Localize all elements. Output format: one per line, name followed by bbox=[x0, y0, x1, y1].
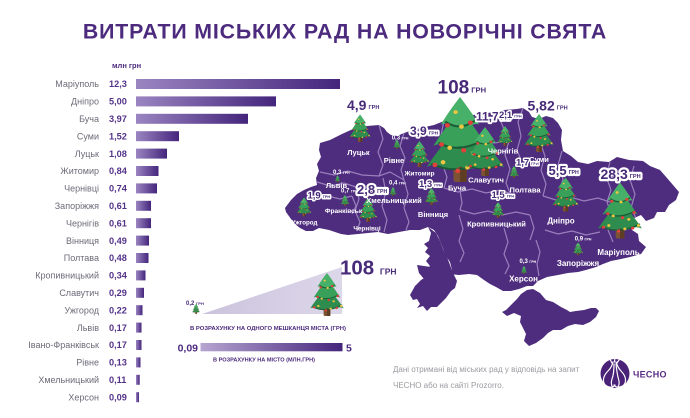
svg-text:Рівне: Рівне bbox=[76, 358, 99, 368]
svg-text:0,48: 0,48 bbox=[109, 253, 127, 263]
svg-text:Херсон: Херсон bbox=[68, 392, 99, 402]
svg-text:Івано-Франківськ: Івано-Франківськ bbox=[28, 340, 99, 350]
svg-text:ВИТРАТИ МІСЬКИХ РАД НА НОВОРІЧ: ВИТРАТИ МІСЬКИХ РАД НА НОВОРІЧНІ СВЯТА bbox=[83, 19, 607, 43]
svg-text:Рівне: Рівне bbox=[384, 156, 404, 165]
svg-text:Запоріжжя: Запоріжжя bbox=[55, 201, 99, 211]
svg-text:млн грн: млн грн bbox=[112, 61, 141, 70]
svg-text:Чернігів: Чернігів bbox=[488, 147, 519, 156]
svg-text:ЧЕСНО або на сайті Prozorro.: ЧЕСНО або на сайті Prozorro. bbox=[393, 381, 504, 390]
svg-text:0,74: 0,74 bbox=[109, 184, 128, 194]
svg-text:Луцьк: Луцьк bbox=[75, 149, 99, 159]
svg-text:Дніпро: Дніпро bbox=[71, 97, 99, 107]
svg-text:1,52: 1,52 bbox=[109, 131, 127, 141]
svg-text:Маріуполь: Маріуполь bbox=[597, 248, 639, 257]
svg-text:Славутич: Славутич bbox=[59, 288, 99, 298]
svg-text:Дані отримані від міських рад: Дані отримані від міських рад у відповід… bbox=[393, 365, 580, 374]
svg-text:Буча: Буча bbox=[79, 114, 99, 124]
svg-text:Полтава: Полтава bbox=[509, 186, 541, 195]
svg-text:Дніпро: Дніпро bbox=[547, 217, 574, 226]
svg-text:В РОЗРАХУНКУ НА МІСТО (МЛН.ГР: В РОЗРАХУНКУ НА МІСТО (МЛН.ГРН) bbox=[213, 358, 315, 364]
svg-text:Луцьк: Луцьк bbox=[347, 148, 370, 157]
svg-text:0,13: 0,13 bbox=[109, 358, 127, 368]
svg-text:3,97: 3,97 bbox=[109, 114, 127, 124]
svg-text:0,09: 0,09 bbox=[178, 343, 199, 355]
svg-text:Вінниця: Вінниця bbox=[66, 236, 99, 246]
svg-text:Львів: Львів bbox=[326, 181, 348, 190]
svg-text:Львів: Львів bbox=[77, 323, 99, 333]
svg-text:Полтава: Полтава bbox=[64, 253, 99, 263]
svg-text:0,17: 0,17 bbox=[109, 340, 127, 350]
svg-text:Запоріжжя: Запоріжжя bbox=[557, 259, 600, 268]
svg-text:Чернігів: Чернігів bbox=[66, 218, 99, 228]
svg-text:0,84: 0,84 bbox=[109, 166, 128, 176]
svg-text:1,08: 1,08 bbox=[109, 149, 127, 159]
svg-text:Житомир: Житомир bbox=[403, 171, 434, 178]
svg-text:Кропивницький: Кропивницький bbox=[467, 220, 526, 229]
svg-text:ЧЕСНО: ЧЕСНО bbox=[633, 370, 667, 380]
svg-text:Суми: Суми bbox=[529, 155, 549, 164]
svg-text:12,3: 12,3 bbox=[109, 79, 127, 89]
svg-text:Буча: Буча bbox=[448, 184, 467, 193]
svg-text:Херсон: Херсон bbox=[509, 275, 538, 284]
svg-text:Ужгород: Ужгород bbox=[64, 305, 99, 315]
svg-text:Славутич: Славутич bbox=[468, 176, 504, 185]
svg-text:В РОЗРАХУНКУ НА ОДНОГО МЕШКАНЦ: В РОЗРАХУНКУ НА ОДНОГО МЕШКАНЦЯ МІСТА (Г… bbox=[190, 326, 346, 332]
svg-text:0,22: 0,22 bbox=[109, 305, 127, 315]
svg-text:Ужгород: Ужгород bbox=[292, 220, 318, 227]
svg-text:Вінниця: Вінниця bbox=[418, 210, 448, 219]
svg-text:5,00: 5,00 bbox=[109, 97, 127, 107]
svg-text:Хмельницький: Хмельницький bbox=[38, 375, 99, 385]
svg-text:Хмельницький: Хмельницький bbox=[366, 196, 422, 205]
svg-text:108 ГРН: 108 ГРН bbox=[340, 257, 397, 280]
svg-text:0,2 ГРН: 0,2 ГРН bbox=[186, 301, 204, 307]
svg-text:0,61: 0,61 bbox=[109, 201, 127, 211]
svg-text:Чернівці: Чернівці bbox=[64, 184, 99, 194]
svg-text:0,34: 0,34 bbox=[109, 271, 128, 281]
svg-text:Чернівці: Чернівці bbox=[353, 225, 380, 233]
svg-text:Маріуполь: Маріуполь bbox=[55, 79, 99, 89]
svg-text:0,29: 0,29 bbox=[109, 288, 127, 298]
svg-text:Суми: Суми bbox=[77, 131, 99, 141]
svg-text:0,11: 0,11 bbox=[109, 375, 126, 385]
svg-text:0,17: 0,17 bbox=[109, 323, 127, 333]
svg-text:0,49: 0,49 bbox=[109, 236, 127, 246]
svg-text:Кропивницький: Кропивницький bbox=[35, 271, 99, 281]
svg-text:Франківськ: Франківськ bbox=[325, 207, 363, 215]
svg-text:0,09: 0,09 bbox=[109, 392, 127, 402]
svg-text:Житомир: Житомир bbox=[60, 166, 99, 176]
svg-text:5: 5 bbox=[346, 343, 352, 355]
svg-text:0,61: 0,61 bbox=[109, 218, 127, 228]
